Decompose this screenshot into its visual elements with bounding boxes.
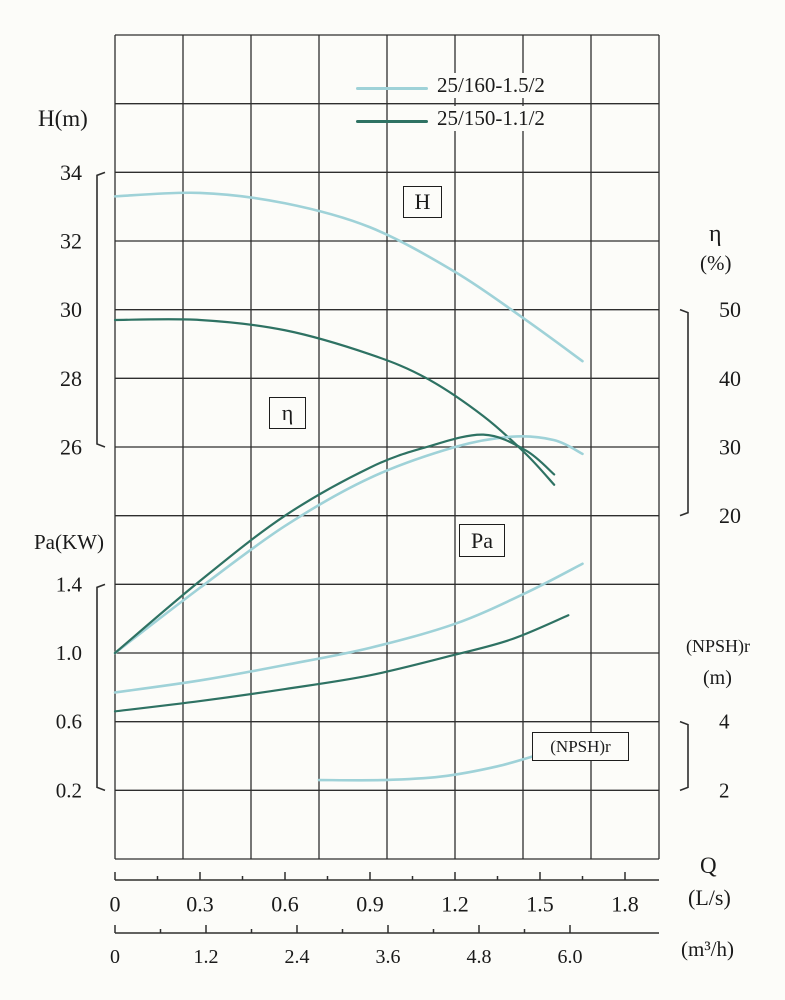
npsh-curve-label-box: (NPSH)r — [532, 732, 629, 761]
head-tick-label: 32 — [60, 228, 82, 253]
efficiency-axis-title: η — [709, 221, 722, 247]
curve-eta-dark — [113, 433, 556, 655]
curve-H-light — [113, 191, 584, 363]
npsh-tick-label: 4 — [719, 710, 730, 734]
curve-eta-light — [113, 435, 584, 655]
curve-Pa-light — [113, 562, 584, 694]
flow-m3h-tick-label: 3.6 — [376, 946, 401, 968]
head-axis-title: H(m) — [38, 106, 88, 131]
legend-label-25-160: 25/160-1.5/2 — [434, 73, 548, 98]
power-tick-label: 0.2 — [56, 778, 82, 802]
power-tick-label: 1.0 — [56, 641, 82, 665]
flow-m3h-tick-label: 0 — [110, 946, 120, 968]
power-tick-label: 1.4 — [56, 572, 83, 596]
npsh-axis-unit: (m) — [703, 667, 732, 689]
flow-m3h-tick-label: 4.8 — [467, 946, 492, 968]
legend-swatch-25-160 — [356, 87, 428, 90]
power-axis-title: Pa(KW) — [34, 530, 104, 554]
efficiency-tick-label: 50 — [719, 297, 741, 322]
flow-m3h-tick-label: 1.2 — [194, 946, 219, 968]
head-tick-label: 26 — [60, 434, 82, 459]
flow-axis-unit-m3h: (m³/h) — [681, 937, 734, 961]
flow-m3h-tick-label: 6.0 — [558, 946, 583, 968]
efficiency-tick-label: 20 — [719, 503, 741, 528]
curve-Pa-dark — [113, 614, 570, 713]
legend-label-25-150: 25/150-1.1/2 — [434, 106, 548, 131]
power-tick-label: 0.6 — [56, 710, 82, 734]
curve-npsh-light — [317, 751, 547, 782]
flow-m3h-tick-label: 2.4 — [285, 946, 310, 968]
power-curve-label-box: Pa — [459, 524, 505, 557]
npsh-axis-title: (NPSH)r — [686, 636, 751, 656]
head-tick-label: 30 — [60, 297, 82, 322]
head-tick-label: 34 — [60, 160, 82, 185]
flow-ls-tick-label: 1.2 — [441, 892, 469, 917]
npsh-tick-label: 2 — [719, 778, 730, 802]
flow-axis-unit-ls: (L/s) — [688, 885, 731, 910]
flow-ls-tick-label: 0.9 — [356, 892, 384, 917]
performance-curves — [113, 191, 584, 782]
legend-swatch-25-150 — [356, 120, 428, 123]
efficiency-tick-label: 40 — [719, 366, 741, 391]
head-tick-label: 28 — [60, 366, 82, 391]
flow-axis-title: Q — [700, 853, 717, 878]
efficiency-axis-unit: (%) — [700, 251, 732, 275]
flow-ls-tick-label: 0 — [110, 892, 121, 917]
curve-H-dark — [113, 318, 556, 486]
efficiency-tick-label: 30 — [719, 435, 741, 460]
flow-axis-rulers — [114, 872, 659, 934]
head-curve-label-box: H — [403, 186, 442, 218]
efficiency-curve-label-box: η — [269, 397, 306, 429]
flow-ls-tick-label: 1.8 — [611, 892, 639, 917]
flow-ls-tick-label: 0.3 — [186, 892, 214, 917]
flow-ls-tick-label: 0.6 — [271, 892, 299, 917]
axis-brackets — [96, 171, 689, 792]
flow-ls-tick-label: 1.5 — [526, 892, 554, 917]
